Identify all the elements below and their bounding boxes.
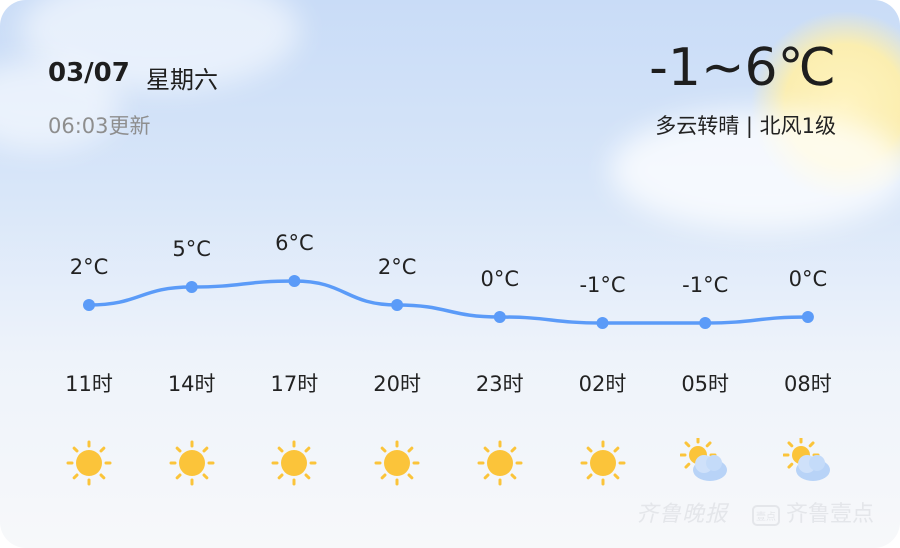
temperature-point bbox=[288, 275, 301, 287]
partly-cloudy-icon bbox=[679, 436, 730, 488]
temperature-label: 2°C bbox=[69, 255, 109, 279]
temperature-point bbox=[596, 317, 609, 329]
hour-label: 14时 bbox=[167, 372, 216, 396]
temperature-label: 0°C bbox=[788, 267, 828, 291]
temperature-line bbox=[88, 279, 808, 325]
hour-label: 05时 bbox=[681, 372, 730, 396]
update-time: 06:03更新 bbox=[48, 114, 151, 138]
hour-label: 11时 bbox=[65, 372, 113, 396]
sunny-icon bbox=[578, 438, 628, 488]
weekday: 星期六 bbox=[146, 66, 218, 94]
temperature-point bbox=[801, 311, 814, 323]
hour-label: 23时 bbox=[475, 372, 524, 396]
temperature-point bbox=[699, 317, 712, 329]
temperature-point bbox=[185, 281, 198, 293]
watermark-brand-2: 壹点 齐鲁壹点 bbox=[752, 496, 874, 528]
temperature-range: -1~6℃ bbox=[649, 38, 836, 98]
hour-label: 02时 bbox=[578, 372, 627, 396]
sunny-icon bbox=[269, 438, 319, 488]
temperature-label: 2°C bbox=[377, 255, 417, 279]
cloud-decoration bbox=[610, 110, 900, 230]
sunny-icon bbox=[64, 438, 114, 488]
temperature-point bbox=[83, 299, 95, 311]
temperature-point bbox=[391, 299, 404, 311]
brand-badge: 壹点 bbox=[752, 504, 780, 526]
temperature-point bbox=[493, 311, 506, 323]
hour-label: 17时 bbox=[270, 372, 319, 396]
hour-label: 08时 bbox=[784, 372, 832, 396]
watermark-brand: 齐鲁晚报 bbox=[636, 502, 729, 527]
temperature-label: 0°C bbox=[480, 267, 520, 291]
brand-name: 齐鲁壹点 bbox=[786, 502, 875, 527]
partly-cloudy-icon bbox=[782, 436, 833, 488]
weather-description: 多云转晴 | 北风1级 bbox=[655, 114, 836, 138]
temperature-label: -1°C bbox=[579, 273, 626, 297]
date: 03/07 bbox=[48, 58, 130, 88]
hour-label: 20时 bbox=[373, 372, 421, 396]
sunny-icon bbox=[475, 438, 525, 488]
temperature-label: -1°C bbox=[682, 273, 729, 297]
temperature-label: 6°C bbox=[275, 231, 314, 255]
sunny-icon bbox=[167, 438, 217, 488]
temperature-label: 5°C bbox=[172, 237, 211, 261]
sunny-icon bbox=[372, 438, 422, 488]
